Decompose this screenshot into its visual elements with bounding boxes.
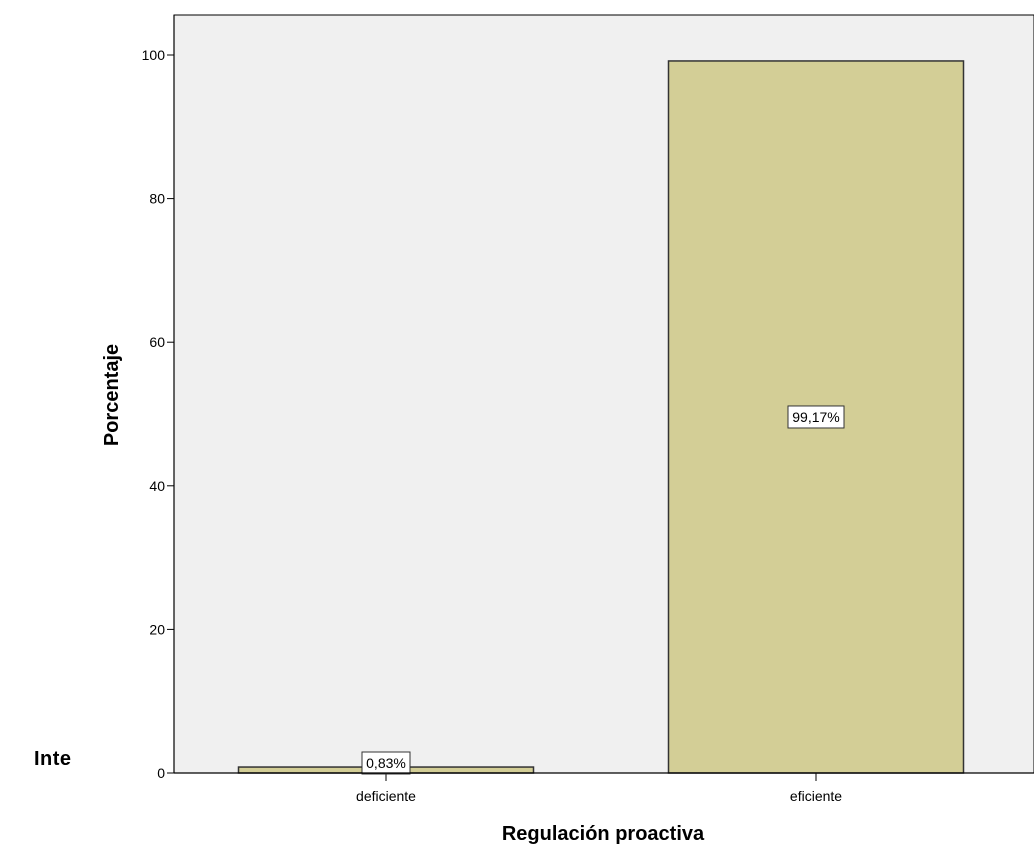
y-tick-label: 0 <box>157 765 165 781</box>
truncated-heading-text: Inte <box>34 748 72 770</box>
y-tick-label: 40 <box>149 478 165 494</box>
data-label: 99,17% <box>792 409 839 425</box>
x-tick-label: deficiente <box>356 788 416 804</box>
y-tick-label: 80 <box>149 191 165 207</box>
data-label-box <box>787 405 845 429</box>
data-label-box <box>361 751 411 775</box>
y-tick-label: 20 <box>149 621 165 637</box>
y-tick-label: 100 <box>142 47 166 63</box>
y-tick-label: 60 <box>149 334 165 350</box>
y-axis-ticks: 0 20 40 60 80 100 <box>142 47 174 781</box>
x-axis-title: Regulación proactiva <box>502 823 705 845</box>
data-labels-group: 0,83% 99,17% <box>361 405 845 775</box>
y-axis-title: Porcentaje <box>101 344 123 446</box>
data-label: 0,83% <box>366 755 406 771</box>
x-tick-label: eficiente <box>790 788 842 804</box>
x-axis-ticks: deficiente eficiente <box>356 773 842 804</box>
